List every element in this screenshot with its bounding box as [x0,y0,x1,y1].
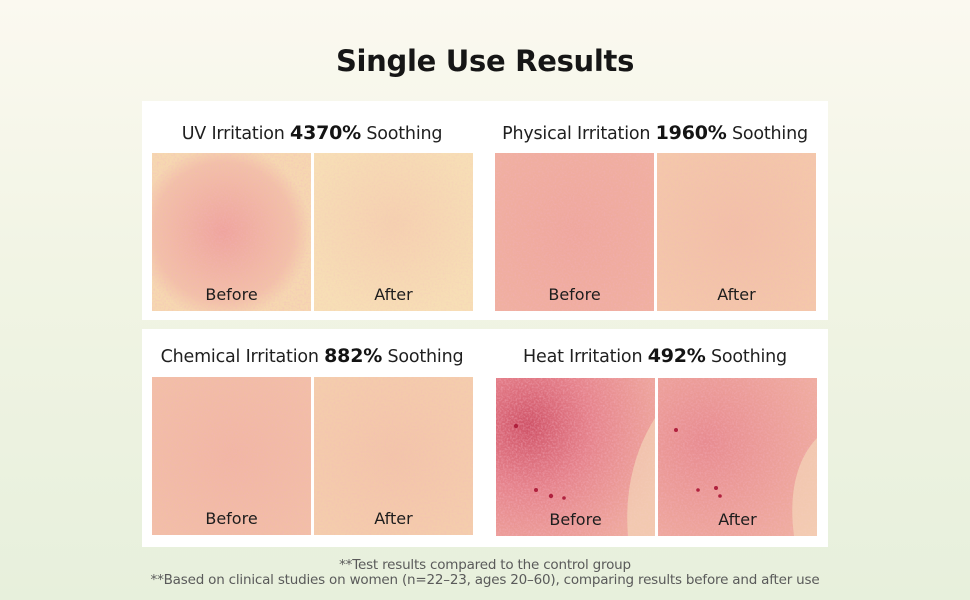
after-label: After [718,510,757,529]
test-label: Chemical Irritation [160,347,319,367]
test-label: Heat Irritation [523,347,643,367]
test-suffix: Soothing [731,124,808,144]
before-label: Before [205,509,258,528]
page-title: Single Use Results [335,44,635,78]
test-title: Chemical Irritation 882% Soothing [151,345,473,367]
test-label: UV Irritation [181,124,285,144]
test-title: UV Irritation 4370% Soothing [151,122,473,144]
soothing-percent: 882% [324,345,383,367]
before-image: Before [152,153,311,311]
test-suffix: Soothing [366,124,443,144]
test-suffix: Soothing [711,347,787,367]
footnote-study-details: **Based on clinical studies on women (n=… [150,572,820,588]
results-panel-bottom: Chemical Irritation 882% Soothing Before [142,329,828,547]
test-title: Physical Irritation 1960% Soothing [494,122,816,144]
soothing-percent: 1960% [655,122,727,144]
after-label: After [374,509,413,528]
after-image: After [314,153,473,311]
after-image: After [314,377,473,535]
before-image: Before [152,377,311,535]
test-suffix: Soothing [387,347,464,367]
test-title: Heat Irritation 492% Soothing [494,345,816,367]
before-label: Before [548,285,601,304]
test-label: Physical Irritation [502,124,651,144]
after-image: After [657,153,816,311]
after-label: After [717,285,756,304]
before-label: Before [205,285,258,304]
before-label: Before [549,510,602,529]
soothing-percent: 492% [647,345,706,367]
footnote-control-group: **Test results compared to the control g… [339,557,631,573]
after-label: After [374,285,413,304]
results-panel-top: UV Irritation 4370% Soothing [142,101,828,320]
before-image: Before [495,153,654,311]
before-image: Before [496,378,655,536]
soothing-percent: 4370% [290,122,361,144]
after-image: After [658,378,817,536]
